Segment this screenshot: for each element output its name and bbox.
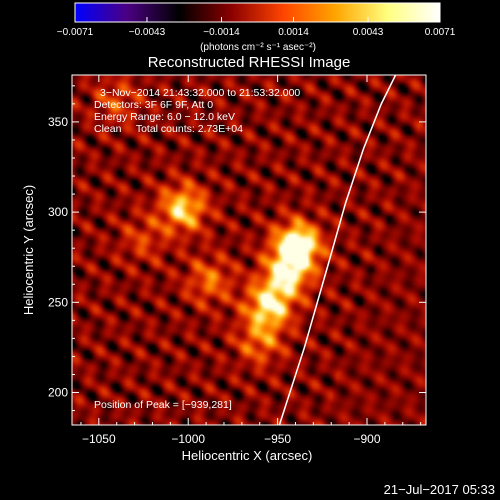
colorbar-unit-label: (photons cm⁻² s⁻¹ asec⁻²) [200,42,316,53]
y-tick-label: 250 [48,295,68,309]
info-line-time: 3−Nov−2014 21:43:32.000 to 21:53:32.000 [100,87,300,99]
info-line-clean: Clean Total counts: 2.73E+04 [94,123,243,135]
colorbar-tick-label: 0.0014 [278,27,309,38]
x-axis-title: Heliocentric X (arcsec) [182,448,313,463]
colorbar-gradient [74,2,441,23]
colorbar-tick-label: 0.0071 [425,27,456,38]
x-tick-label: −1050 [82,432,116,446]
colorbar-tick-label: −0.0071 [57,27,94,38]
plot-frame [71,74,427,426]
colorbar: −0.0071 −0.0043 −0.0014 0.0014 0.0043 0.0071 … [57,2,456,53]
y-tick-label: 350 [48,115,68,129]
colorbar-ticks: −0.0071 −0.0043 −0.0014 0.0014 0.0043 0.0071 [57,17,456,38]
y-tick-label: 200 [48,386,68,400]
chart-title: Reconstructed RHESSI Image [148,54,351,71]
heatmap-image [72,75,426,425]
info-box: 3−Nov−2014 21:43:32.000 to 21:53:32.000 … [94,87,300,135]
x-tick-label: −950 [264,432,291,446]
peak-position-label: Position of Peak = [−939,281] [94,399,232,411]
timestamp: 21−Jul−2017 05:33 [384,482,495,497]
plot-area: −1050 −1000 −950 −900 200 250 300 350 3−Nov−201… [48,74,427,446]
colorbar-tick-label: −0.0043 [129,27,166,38]
y-tick-label: 300 [48,205,68,219]
solar-limb-line [278,75,397,425]
y-axis-title: Heliocentric Y (arcsec) [21,185,36,315]
info-line-energy: Energy Range: 6.0 − 12.0 keV [94,111,235,123]
colorbar-tick-label: −0.0014 [203,27,240,38]
colorbar-tick-label: 0.0043 [353,27,384,38]
axis-ticks: −1050 −1000 −950 −900 200 250 300 350 [48,75,426,446]
info-line-detectors: Detectors: 3F 6F 9F, Att 0 [94,99,213,111]
x-tick-label: −900 [353,432,380,446]
x-tick-label: −1000 [171,432,205,446]
